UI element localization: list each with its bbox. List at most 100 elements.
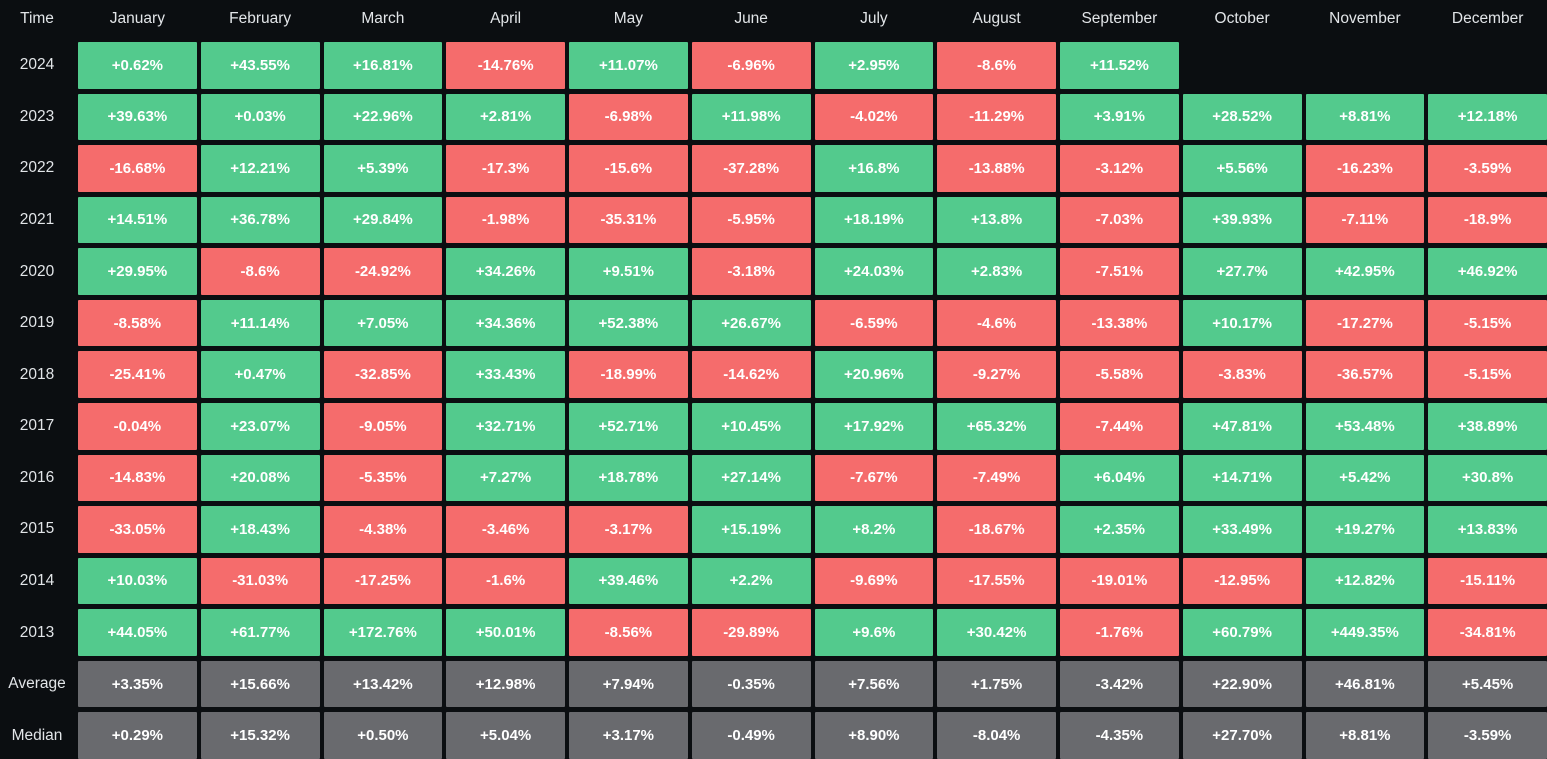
heatmap-cell: +38.89% [1428, 403, 1547, 450]
heatmap-cell: +1.75% [937, 660, 1056, 708]
heatmap-cell: +30.42% [937, 609, 1056, 656]
heatmap-cell: -31.03% [200, 557, 320, 605]
heatmap-cell: +24.03% [814, 248, 934, 295]
heatmap-cell: +22.96% [323, 93, 443, 141]
heatmap-cell: +7.27% [446, 454, 565, 502]
heatmap-cell: -17.25% [323, 557, 443, 605]
heatmap-cell: +65.32% [937, 403, 1056, 450]
heatmap-cell: +2.83% [937, 248, 1056, 295]
heatmap-cell: +9.6% [814, 609, 934, 656]
heatmap-cell: -14.76% [446, 42, 565, 89]
heatmap-cell: -5.15% [1428, 351, 1547, 398]
heatmap-cell: -7.67% [814, 454, 934, 502]
heatmap-cell: -8.56% [569, 609, 688, 656]
heatmap-cell: +27.7% [1182, 248, 1302, 295]
heatmap-cell: +0.47% [200, 351, 320, 398]
heatmap-cell: +0.03% [200, 93, 320, 141]
column-header-february: February [229, 9, 292, 27]
heatmap-cell: -5.15% [1428, 299, 1547, 347]
column-header-april: April [490, 9, 522, 27]
heatmap-cell-empty [1428, 42, 1547, 89]
heatmap-cell: -7.51% [1060, 248, 1179, 295]
heatmap-cell: +61.77% [200, 609, 320, 656]
heatmap-cell: -7.03% [1060, 196, 1179, 244]
heatmap-cell: +0.50% [323, 712, 443, 759]
heatmap-cell: +28.52% [1182, 93, 1302, 141]
heatmap-cell: -3.59% [1428, 145, 1547, 192]
heatmap-cell: +7.05% [323, 299, 443, 347]
heatmap-cell: +16.8% [814, 145, 934, 192]
heatmap-cell: +2.35% [1060, 506, 1179, 553]
heatmap-cell: -13.38% [1060, 299, 1179, 347]
heatmap-cell: -33.05% [78, 506, 197, 553]
heatmap-cell: +5.04% [446, 712, 565, 759]
heatmap-cell: +3.17% [569, 712, 688, 759]
column-header-december: December [1451, 9, 1524, 27]
heatmap-cell: -3.46% [446, 506, 565, 553]
heatmap-cell: -0.04% [78, 403, 197, 450]
heatmap-cell: +33.49% [1182, 506, 1302, 553]
heatmap-cell: +39.46% [569, 557, 688, 605]
row-label-2019: 2019 [19, 314, 55, 332]
heatmap-cell: +52.38% [569, 299, 688, 347]
heatmap-cell: -3.17% [569, 506, 688, 553]
heatmap-cell: +10.45% [691, 403, 811, 450]
heatmap-cell: -8.04% [937, 712, 1056, 759]
heatmap-cell: +2.81% [446, 93, 565, 141]
heatmap-cell: +50.01% [446, 609, 565, 656]
heatmap-cell: +3.91% [1060, 93, 1179, 141]
heatmap-cell: -18.9% [1428, 196, 1547, 244]
heatmap-cell: -11.29% [937, 93, 1056, 141]
heatmap-cell: +15.19% [691, 506, 811, 553]
heatmap-cell: -37.28% [691, 145, 811, 192]
heatmap-cell: -3.59% [1428, 712, 1547, 759]
heatmap-cell: +12.18% [1428, 93, 1547, 141]
heatmap-cell: +11.14% [200, 299, 320, 347]
column-header-september: September [1081, 9, 1158, 27]
heatmap-cell: +34.36% [446, 299, 565, 347]
heatmap-cell-empty [1183, 42, 1302, 89]
time-column-header: Time [20, 9, 54, 27]
heatmap-cell: +60.79% [1182, 609, 1302, 656]
heatmap-cell: +14.71% [1182, 454, 1302, 502]
heatmap-cell: +34.26% [446, 248, 565, 295]
heatmap-cell: +19.27% [1305, 506, 1425, 553]
heatmap-cell: +5.56% [1182, 145, 1302, 192]
heatmap-cell: -5.58% [1060, 351, 1179, 398]
heatmap-cell: +0.62% [78, 42, 197, 89]
heatmap-cell: +18.78% [569, 454, 688, 502]
heatmap-cell: +26.67% [691, 299, 811, 347]
heatmap-cell: +5.42% [1305, 454, 1425, 502]
heatmap-cell: +172.76% [323, 609, 443, 656]
heatmap-cell: +7.56% [814, 660, 934, 708]
row-label-average: Average [8, 675, 66, 693]
heatmap-cell: +8.81% [1305, 93, 1425, 141]
heatmap-cell: -14.83% [78, 454, 197, 502]
heatmap-cell: +12.98% [446, 660, 565, 708]
heatmap-cell: -35.31% [569, 196, 688, 244]
heatmap-cell: +46.81% [1305, 660, 1425, 708]
heatmap-cell: -6.98% [569, 93, 688, 141]
column-header-august: August [972, 9, 1021, 27]
heatmap-cell: +14.51% [78, 196, 197, 244]
heatmap-cell: +18.19% [814, 196, 934, 244]
row-label-2015: 2015 [19, 520, 55, 538]
row-label-2024: 2024 [19, 56, 55, 74]
heatmap-cell: +449.35% [1305, 609, 1425, 656]
heatmap-cell: +15.32% [200, 712, 320, 759]
heatmap-cell: -1.98% [446, 196, 565, 244]
column-header-march: March [361, 9, 405, 27]
heatmap-cell: +30.8% [1428, 454, 1547, 502]
heatmap-cell: +17.92% [814, 403, 934, 450]
heatmap-cell: +3.35% [78, 660, 197, 708]
heatmap-cell: -7.49% [937, 454, 1056, 502]
heatmap-cell: -15.6% [569, 145, 688, 192]
heatmap-cell: +39.93% [1182, 196, 1302, 244]
column-header-january: January [109, 9, 165, 27]
column-header-november: November [1329, 9, 1401, 27]
heatmap-cell: +18.43% [200, 506, 320, 553]
heatmap-cell: -9.69% [814, 557, 934, 605]
heatmap-cell: +53.48% [1305, 403, 1425, 450]
heatmap-cell: -34.81% [1428, 609, 1547, 656]
heatmap-cell: +20.08% [200, 454, 320, 502]
